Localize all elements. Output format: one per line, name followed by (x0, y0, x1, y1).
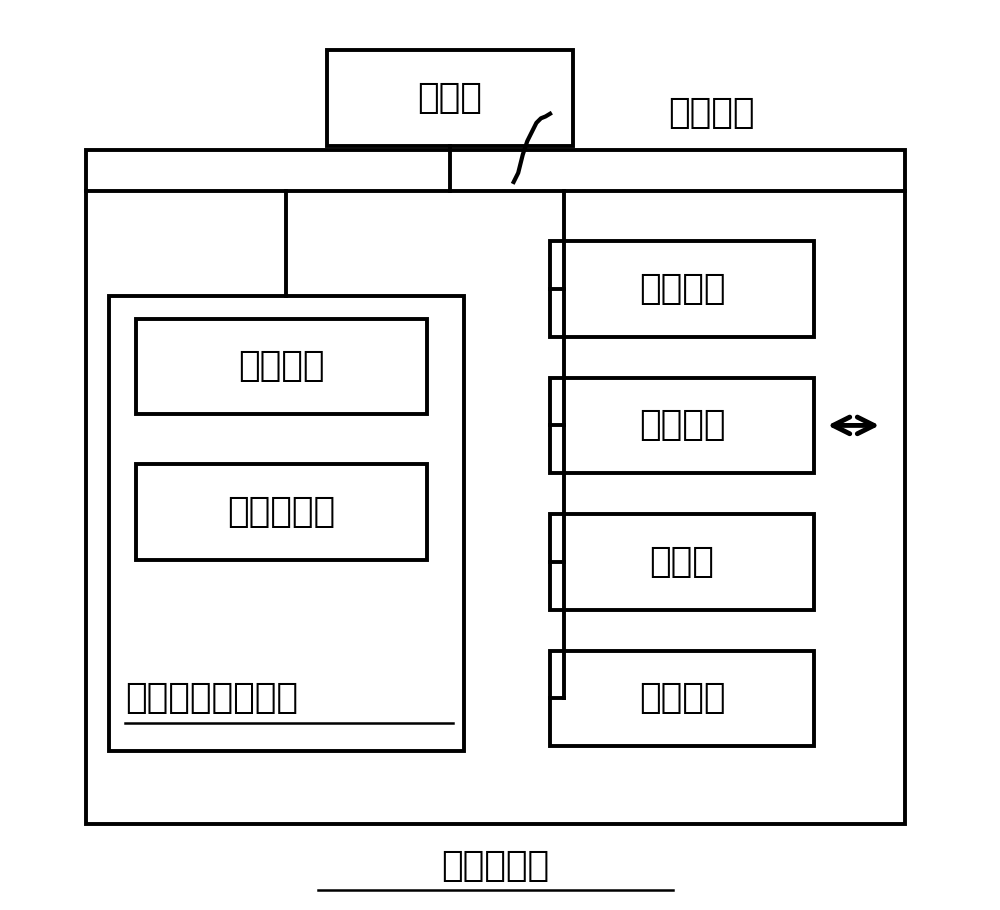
Text: 输入装置: 输入装置 (639, 682, 725, 715)
Text: 处理器: 处理器 (418, 81, 482, 115)
FancyBboxPatch shape (136, 464, 427, 560)
FancyBboxPatch shape (550, 378, 814, 473)
FancyBboxPatch shape (86, 150, 905, 824)
Text: 计算机程序: 计算机程序 (228, 495, 336, 529)
FancyBboxPatch shape (136, 318, 427, 414)
Text: 非易失性存储介质: 非易失性存储介质 (125, 681, 298, 715)
FancyBboxPatch shape (550, 514, 814, 610)
Text: 显示屏: 显示屏 (650, 545, 714, 579)
FancyBboxPatch shape (550, 651, 814, 746)
FancyBboxPatch shape (550, 241, 814, 337)
FancyBboxPatch shape (327, 50, 573, 146)
Text: 系统总线: 系统总线 (668, 96, 755, 130)
FancyBboxPatch shape (109, 296, 464, 751)
Text: 通信接口: 通信接口 (639, 409, 725, 442)
Text: 计算机设备: 计算机设备 (441, 849, 550, 884)
Text: 内存储器: 内存储器 (639, 272, 725, 306)
Text: 操作系统: 操作系统 (238, 349, 325, 383)
